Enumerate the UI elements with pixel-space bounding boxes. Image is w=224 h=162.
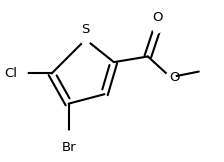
Text: O: O — [169, 71, 179, 84]
Text: Cl: Cl — [5, 67, 18, 80]
Circle shape — [12, 66, 27, 81]
Circle shape — [153, 23, 162, 33]
Circle shape — [62, 131, 75, 144]
Circle shape — [166, 73, 175, 82]
Text: Br: Br — [61, 141, 76, 154]
Text: S: S — [81, 23, 90, 36]
Text: O: O — [152, 11, 163, 24]
Circle shape — [81, 35, 90, 44]
